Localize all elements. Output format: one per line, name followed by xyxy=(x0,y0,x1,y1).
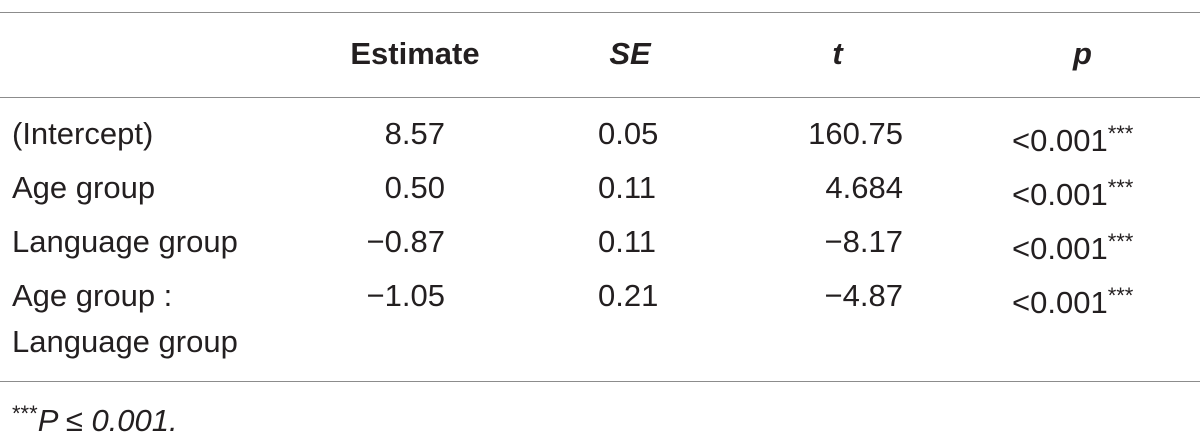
t-value: 160.75 xyxy=(808,116,903,151)
p-value-text: <0.001 xyxy=(1012,177,1108,212)
estimate-value: −1.05 xyxy=(366,278,445,313)
header-p: p xyxy=(1073,36,1092,71)
t-value: −4.87 xyxy=(824,278,903,313)
row-label: Language group xyxy=(12,224,238,259)
p-value: <0.001*** xyxy=(1012,116,1192,159)
significance-stars: *** xyxy=(1107,229,1134,254)
se-value: 0.11 xyxy=(598,170,657,205)
table-footnote: ***P ≤ 0.001. xyxy=(12,396,178,439)
header-se: SE xyxy=(609,36,651,71)
p-value: <0.001*** xyxy=(1012,278,1192,321)
row-label: Age group xyxy=(12,170,156,205)
significance-stars: *** xyxy=(1107,175,1134,200)
table-bottom-rule xyxy=(0,381,1200,382)
se-value: 0.11 xyxy=(598,224,657,259)
header-t: t xyxy=(832,36,843,71)
row-label: (Intercept) xyxy=(12,116,154,151)
p-value: <0.001*** xyxy=(1012,170,1192,213)
table-top-rule xyxy=(0,12,1200,13)
row-label-line-2: Language group xyxy=(12,324,238,359)
se-value: 0.05 xyxy=(598,116,659,151)
p-value-text: <0.001 xyxy=(1012,231,1108,266)
significance-stars: *** xyxy=(1107,283,1134,308)
se-value: 0.21 xyxy=(598,278,659,313)
footnote-text: P ≤ 0.001. xyxy=(37,403,178,438)
t-value: −8.17 xyxy=(824,224,903,259)
p-value: <0.001*** xyxy=(1012,224,1192,267)
t-value: 4.684 xyxy=(825,170,903,205)
significance-stars: *** xyxy=(1107,121,1134,146)
table-header-rule xyxy=(0,97,1200,98)
p-value-text: <0.001 xyxy=(1012,285,1108,320)
header-estimate: Estimate xyxy=(350,36,480,71)
footnote-stars: *** xyxy=(12,401,38,426)
p-value-text: <0.001 xyxy=(1012,123,1108,158)
estimate-value: 8.57 xyxy=(384,116,445,151)
estimate-value: −0.87 xyxy=(366,224,445,259)
estimate-value: 0.50 xyxy=(384,170,445,205)
row-label-line-1: Age group : xyxy=(12,278,173,313)
